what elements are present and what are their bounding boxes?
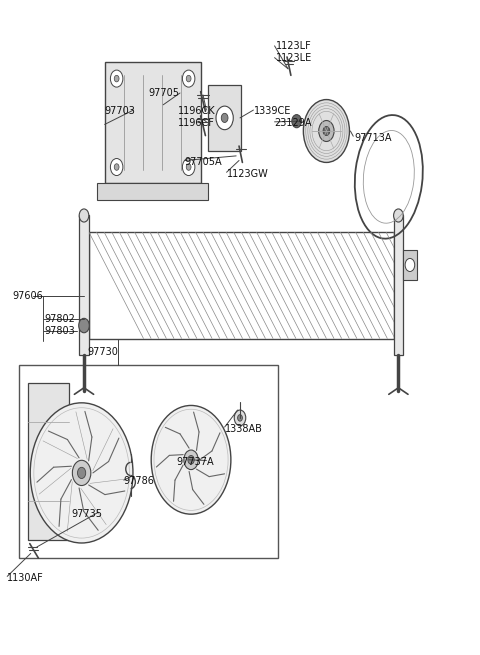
Circle shape	[405, 259, 415, 272]
Circle shape	[186, 164, 191, 170]
Text: 97786: 97786	[124, 476, 155, 487]
Text: 1338AB: 1338AB	[225, 424, 263, 434]
Text: 97737A: 97737A	[177, 457, 214, 467]
Circle shape	[221, 113, 228, 122]
Text: 97802: 97802	[45, 314, 75, 324]
Text: 97713A: 97713A	[354, 132, 392, 143]
Circle shape	[184, 450, 198, 470]
Circle shape	[72, 460, 91, 485]
Circle shape	[114, 164, 119, 170]
Text: 23129A: 23129A	[275, 118, 312, 128]
Text: 1130AF: 1130AF	[7, 572, 44, 583]
Circle shape	[238, 415, 242, 421]
Text: 97705A: 97705A	[185, 157, 222, 167]
Text: 97735: 97735	[71, 509, 102, 519]
Circle shape	[110, 70, 123, 87]
Text: 1123GW: 1123GW	[227, 168, 268, 179]
Circle shape	[234, 410, 246, 426]
Circle shape	[79, 318, 89, 333]
Circle shape	[319, 121, 334, 141]
Bar	[403, 250, 417, 280]
Circle shape	[188, 455, 194, 464]
Circle shape	[77, 467, 86, 479]
Bar	[79, 215, 89, 355]
Text: 1196CF: 1196CF	[178, 118, 215, 128]
Bar	[394, 215, 403, 355]
Bar	[97, 183, 208, 200]
Circle shape	[394, 209, 403, 222]
Text: 1123LE: 1123LE	[276, 52, 312, 63]
Circle shape	[216, 106, 233, 130]
Bar	[89, 232, 394, 339]
Text: 1339CE: 1339CE	[254, 106, 292, 117]
Circle shape	[30, 403, 133, 543]
Circle shape	[323, 126, 330, 136]
Text: 97730: 97730	[88, 347, 119, 358]
Circle shape	[151, 405, 231, 514]
Circle shape	[186, 75, 191, 82]
Circle shape	[79, 209, 89, 222]
Bar	[28, 383, 69, 540]
Bar	[69, 438, 76, 485]
Bar	[208, 85, 241, 151]
Bar	[89, 232, 394, 339]
Circle shape	[110, 159, 123, 176]
Circle shape	[182, 70, 195, 87]
Text: 97703: 97703	[105, 106, 135, 117]
Text: 97803: 97803	[45, 326, 75, 336]
Circle shape	[292, 115, 301, 128]
Bar	[105, 62, 201, 183]
Circle shape	[114, 75, 119, 82]
Text: 97705: 97705	[149, 88, 180, 98]
Circle shape	[303, 100, 349, 162]
Text: 1196CK: 1196CK	[178, 106, 215, 117]
Circle shape	[182, 159, 195, 176]
Bar	[19, 365, 278, 558]
Text: 97606: 97606	[12, 291, 43, 301]
Text: 1123LF: 1123LF	[276, 41, 312, 51]
